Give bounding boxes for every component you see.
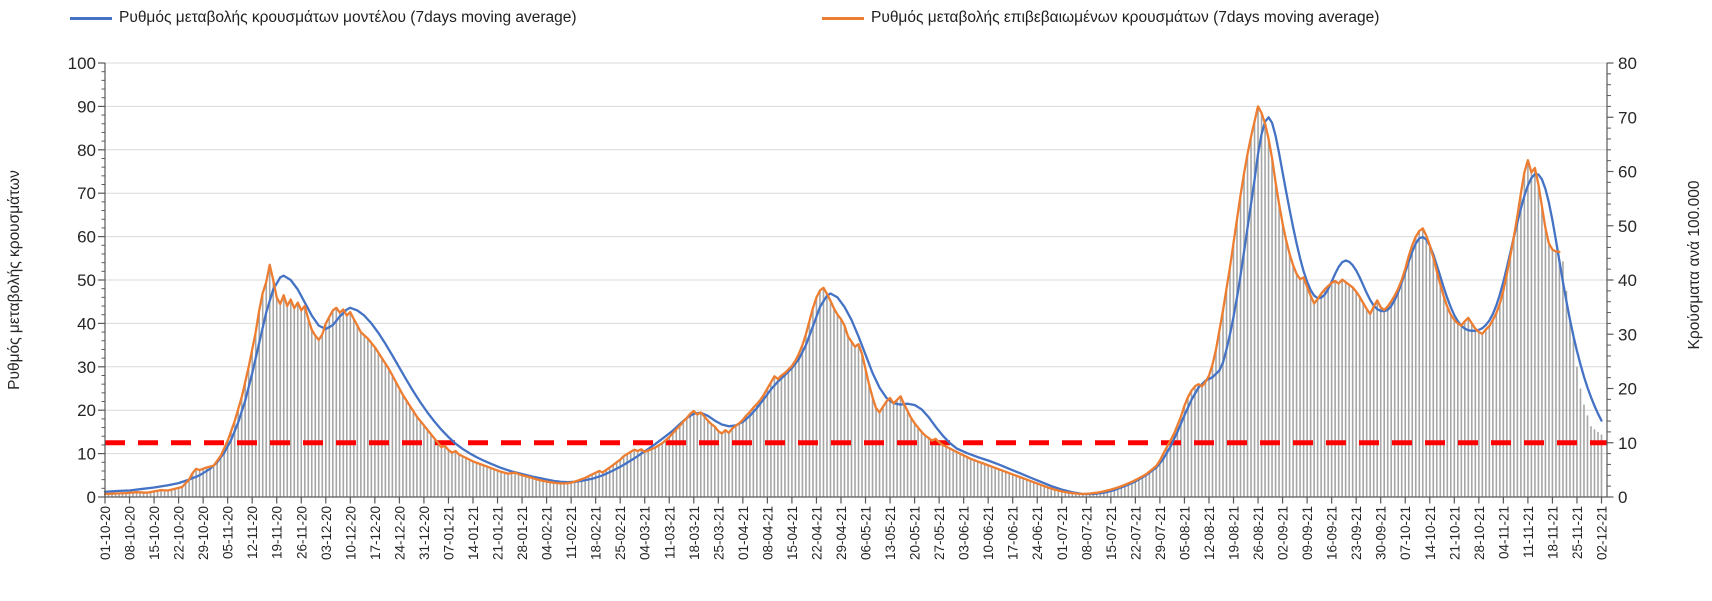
x-axis-label: 14-10-21: [1423, 506, 1438, 560]
right-axis-tick-label: 10: [1618, 434, 1637, 453]
x-axis-label: 06-05-21: [859, 506, 874, 560]
legend-line-swatch-confirmed: [822, 16, 864, 20]
right-axis-tick-label: 70: [1618, 108, 1637, 127]
x-axis-label: 31-12-20: [417, 506, 432, 560]
x-axis-label: 03-12-20: [319, 506, 334, 560]
right-axis-title: Κρούσματα ανά 100.000: [1686, 180, 1703, 349]
x-axis-label: 29-10-20: [196, 506, 211, 560]
x-axis-label: 12-11-20: [245, 506, 260, 559]
x-axis-label: 15-04-21: [785, 506, 800, 560]
x-axis-label: 04-03-21: [638, 506, 653, 560]
x-axis-label: 12-08-21: [1202, 506, 1217, 560]
x-axis-label: 16-09-21: [1325, 506, 1340, 560]
x-axis-label: 08-10-20: [123, 506, 138, 560]
x-axis-label: 18-11-21: [1545, 506, 1560, 559]
legend-label-confirmed: Ρυθμός μεταβολής επιβεβαιωμένων κρουσμάτ…: [871, 9, 1380, 26]
x-axis-label: 01-07-21: [1055, 506, 1070, 560]
right-axis-tick-label: 20: [1618, 380, 1637, 399]
x-axis-label: 02-12-21: [1595, 506, 1610, 560]
left-axis-tick-label: 50: [77, 271, 96, 290]
x-axis-label: 30-09-21: [1374, 506, 1389, 560]
legend-line-swatch-model: [70, 16, 112, 20]
x-axis-label: 28-01-21: [515, 506, 530, 560]
right-axis-tick-label: 0: [1618, 488, 1627, 507]
x-axis-label: 25-02-21: [613, 506, 628, 560]
x-axis-label: 21-10-21: [1447, 506, 1462, 560]
x-axis-label: 26-08-21: [1251, 506, 1266, 560]
x-axis-label: 15-07-21: [1104, 506, 1119, 560]
left-axis-tick-label: 70: [77, 184, 96, 203]
right-axis-tick-label: 40: [1618, 271, 1637, 290]
x-axis-label: 18-03-21: [687, 506, 702, 560]
x-axis-label: 23-09-21: [1349, 506, 1364, 560]
x-axis-label: 17-12-20: [368, 506, 383, 560]
right-axis-tick-label: 30: [1618, 325, 1637, 344]
x-axis-label: 10-12-20: [343, 506, 358, 560]
x-axis-label: 22-04-21: [809, 506, 824, 560]
x-axis-label: 22-07-21: [1128, 506, 1143, 560]
left-axis-tick-label: 20: [77, 401, 96, 420]
x-axis-label: 03-06-21: [957, 506, 972, 560]
right-axis-tick-label: 80: [1618, 54, 1637, 73]
legend-label-model: Ρυθμός μεταβολής κρουσμάτων μοντέλου (7d…: [119, 9, 577, 26]
left-axis-title: Ρυθμός μεταβολής κρουσμάτων: [6, 170, 23, 390]
x-axis-label: 19-08-21: [1227, 506, 1242, 560]
x-axis-label: 08-04-21: [760, 506, 775, 560]
x-axis-label: 04-02-21: [540, 506, 555, 560]
legend-item-model: Ρυθμός μεταβολής κρουσμάτων μοντέλου (7d…: [70, 6, 577, 30]
x-axis-label: 25-11-21: [1570, 506, 1585, 559]
x-axis-label: 24-06-21: [1030, 506, 1045, 560]
left-axis-tick-label: 80: [77, 141, 96, 160]
x-axis-label: 05-11-20: [221, 506, 236, 559]
x-axis-label: 26-11-20: [294, 506, 309, 559]
x-axis-label: 04-11-21: [1496, 506, 1511, 559]
x-axis-label: 19-11-20: [270, 506, 285, 559]
left-axis-tick-label: 100: [68, 54, 96, 73]
x-axis-label: 07-10-21: [1398, 506, 1413, 560]
x-axis-label: 13-05-21: [883, 506, 898, 560]
legend-item-confirmed: Ρυθμός μεταβολής επιβεβαιωμένων κρουσμάτ…: [822, 6, 1379, 30]
x-axis-label: 15-10-20: [147, 506, 162, 560]
x-axis-label: 22-10-20: [172, 506, 187, 560]
right-axis-tick-label: 50: [1618, 217, 1637, 236]
x-axis-label: 27-05-21: [932, 506, 947, 560]
x-axis-label: 05-08-21: [1177, 506, 1192, 560]
x-axis-label: 09-09-21: [1300, 506, 1315, 560]
x-axis-label: 01-04-21: [736, 506, 751, 560]
x-axis-label: 24-12-20: [392, 506, 407, 560]
x-axis-label: 20-05-21: [908, 506, 923, 560]
x-axis-label: 01-10-20: [98, 506, 113, 560]
x-axis-label: 21-01-21: [491, 506, 506, 560]
x-axis-label: 29-04-21: [834, 506, 849, 560]
x-axis-label: 28-10-21: [1472, 506, 1487, 560]
x-axis-label: 10-06-21: [981, 506, 996, 560]
x-axis-label: 14-01-21: [466, 506, 481, 560]
x-axis-label: 18-02-21: [589, 506, 604, 560]
right-axis-tick-label: 60: [1618, 163, 1637, 182]
left-axis-tick-label: 60: [77, 228, 96, 247]
x-axis-label: 29-07-21: [1153, 506, 1168, 560]
x-axis-label: 11-11-21: [1521, 506, 1536, 558]
left-axis-tick-label: 30: [77, 358, 96, 377]
left-axis-tick-label: 40: [77, 314, 96, 333]
x-axis-label: 11-03-21: [662, 506, 677, 559]
x-axis-label: 08-07-21: [1079, 506, 1094, 560]
x-axis-label: 07-01-21: [441, 506, 456, 560]
x-axis-label: 17-06-21: [1006, 506, 1021, 560]
x-axis-label: 11-02-21: [564, 506, 579, 559]
x-axis-label: 25-03-21: [711, 506, 726, 560]
left-axis-tick-label: 10: [77, 445, 96, 464]
left-axis-tick-label: 0: [87, 488, 96, 507]
confirmed-line: [103, 105, 1561, 496]
x-axis-label: 02-09-21: [1276, 506, 1291, 560]
left-axis-tick-label: 90: [77, 97, 96, 116]
